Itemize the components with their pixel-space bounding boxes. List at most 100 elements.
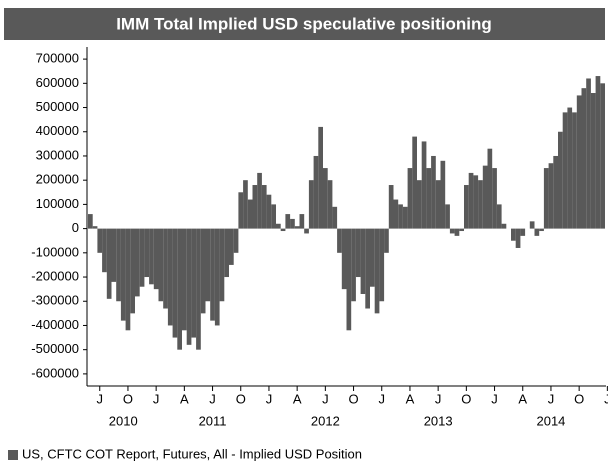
bar [167, 228, 173, 326]
y-tick-label: 500000 [36, 99, 79, 114]
bar [243, 180, 248, 229]
bar [276, 223, 281, 229]
bar [492, 168, 497, 229]
bar [313, 155, 319, 229]
x-tick-label: J [266, 391, 273, 406]
bar [177, 228, 182, 350]
bar [224, 228, 229, 278]
bar [431, 155, 436, 229]
bar [534, 228, 540, 236]
bar [92, 226, 98, 229]
bar [586, 78, 591, 229]
y-tick-label: -100000 [31, 244, 79, 259]
bar [285, 214, 291, 229]
legend-swatch [8, 450, 18, 460]
bar [417, 180, 422, 229]
bar [464, 185, 469, 229]
bar [543, 168, 549, 229]
bar [426, 168, 432, 229]
bar [186, 228, 192, 345]
bar [120, 228, 126, 321]
x-tick-label: J [153, 391, 160, 406]
bar [501, 223, 507, 229]
bar [200, 228, 206, 314]
bar [365, 228, 370, 309]
x-tick-label: J [548, 391, 555, 406]
bar [600, 83, 605, 229]
y-tick-label: 700000 [36, 51, 79, 66]
year-label: 2011 [199, 413, 227, 428]
x-tick-label: J [435, 391, 442, 406]
bar [398, 204, 403, 229]
bar [210, 228, 215, 321]
bar [304, 228, 309, 234]
bar [511, 228, 516, 241]
x-tick-label: A [518, 391, 527, 406]
y-tick-label: 200000 [36, 172, 79, 187]
x-tick-label: J [322, 391, 329, 406]
bar [384, 228, 389, 253]
x-tick-label: O [236, 391, 246, 406]
x-tick-label: O [461, 391, 471, 406]
bar [111, 228, 117, 282]
bar [407, 168, 413, 229]
bar [341, 228, 347, 290]
bar [468, 172, 474, 229]
x-tick-label: J [209, 391, 216, 406]
bar [205, 228, 211, 302]
bar [402, 206, 408, 229]
x-tick-label: O [123, 391, 133, 406]
chart-title: IMM Total Implied USD speculative positi… [116, 14, 492, 33]
bar [379, 228, 385, 302]
bar [478, 180, 483, 229]
x-tick-label: A [406, 391, 415, 406]
bar [572, 112, 577, 229]
bar [567, 107, 573, 229]
bar [247, 199, 253, 229]
bar [149, 228, 154, 285]
bar [280, 228, 286, 232]
bar [229, 228, 234, 265]
y-tick-label: -500000 [31, 341, 79, 356]
x-tick-label: J [97, 391, 104, 406]
bar [520, 228, 526, 236]
bar [355, 228, 361, 278]
bar [261, 185, 267, 229]
bar [454, 228, 460, 236]
x-tick-label: A [180, 391, 189, 406]
bar [318, 126, 323, 229]
bar [139, 228, 145, 287]
y-tick-label: -200000 [31, 268, 79, 283]
y-tick-label: 0 [72, 220, 79, 235]
y-tick-label: 400000 [36, 123, 79, 138]
bar [337, 228, 342, 253]
bar [219, 228, 225, 302]
bar [158, 228, 164, 302]
bar [252, 185, 258, 229]
bar [393, 199, 399, 229]
year-label: 2013 [424, 413, 453, 428]
bar [153, 228, 159, 290]
bar [346, 228, 352, 331]
bar [445, 204, 450, 229]
bar [515, 228, 521, 248]
x-tick-label: J [604, 391, 608, 406]
bar [370, 228, 375, 287]
bar [88, 214, 93, 229]
bar [266, 194, 272, 229]
bar [595, 76, 601, 229]
x-tick-label: J [491, 391, 498, 406]
bar [257, 172, 262, 229]
bar [374, 228, 380, 314]
bar [144, 228, 150, 278]
x-tick-label: A [293, 391, 302, 406]
bar [238, 192, 244, 229]
legend-label: US, CFTC COT Report, Futures, All - Impl… [22, 446, 362, 461]
bar [271, 204, 276, 229]
bar [106, 228, 112, 299]
bar [308, 180, 314, 229]
bar [102, 228, 107, 273]
bar [323, 168, 328, 229]
bar [294, 226, 300, 229]
